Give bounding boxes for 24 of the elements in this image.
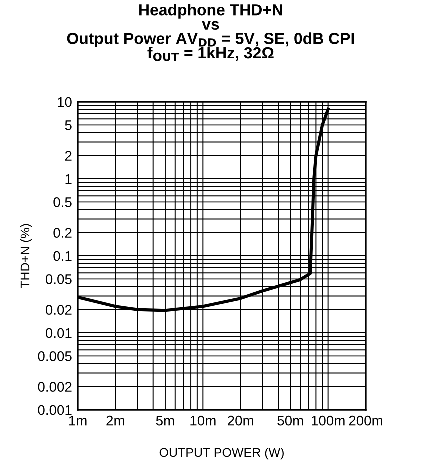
y-axis-title: THD+N (%) <box>20 224 32 288</box>
x-axis-title: OUTPUT POWER (W) <box>160 448 284 460</box>
x-tick-label: 10m <box>190 416 216 426</box>
y-tick-label: 1 <box>66 174 72 184</box>
x-tick-label: 1m <box>69 416 87 426</box>
y-tick-label: 0.001 <box>38 405 72 416</box>
chart-title: Headphone THD+N vs Output Power AV$_{DD}$ = 5V, SE, 0dB CPI f$_{OUT}$ = 1kHz, 32Ω <box>67 4 354 62</box>
y-tick-label: 10 <box>58 97 72 108</box>
y-tick-label: 0.02 <box>46 305 72 315</box>
y-tick-label: 2 <box>65 151 72 161</box>
y-tick-label: 0.05 <box>46 274 72 284</box>
y-tick-label: 5 <box>65 120 72 130</box>
x-tick-label: 20m <box>228 416 254 426</box>
y-tick-label: 0.002 <box>38 382 72 392</box>
y-tick-label: 0.2 <box>54 228 72 238</box>
x-tick-label: 5m <box>156 416 174 426</box>
x-tick-label: 100m <box>312 416 345 426</box>
y-tick-label: 0.5 <box>54 198 72 208</box>
x-tick-label: 2m <box>106 416 124 426</box>
y-tick-label: 0.01 <box>46 328 72 338</box>
y-tick-label: 0.005 <box>38 352 72 362</box>
y-tick-label: 0.1 <box>54 251 72 262</box>
x-tick-label: 50m <box>278 416 304 426</box>
x-tick-label: 200m <box>349 416 382 426</box>
